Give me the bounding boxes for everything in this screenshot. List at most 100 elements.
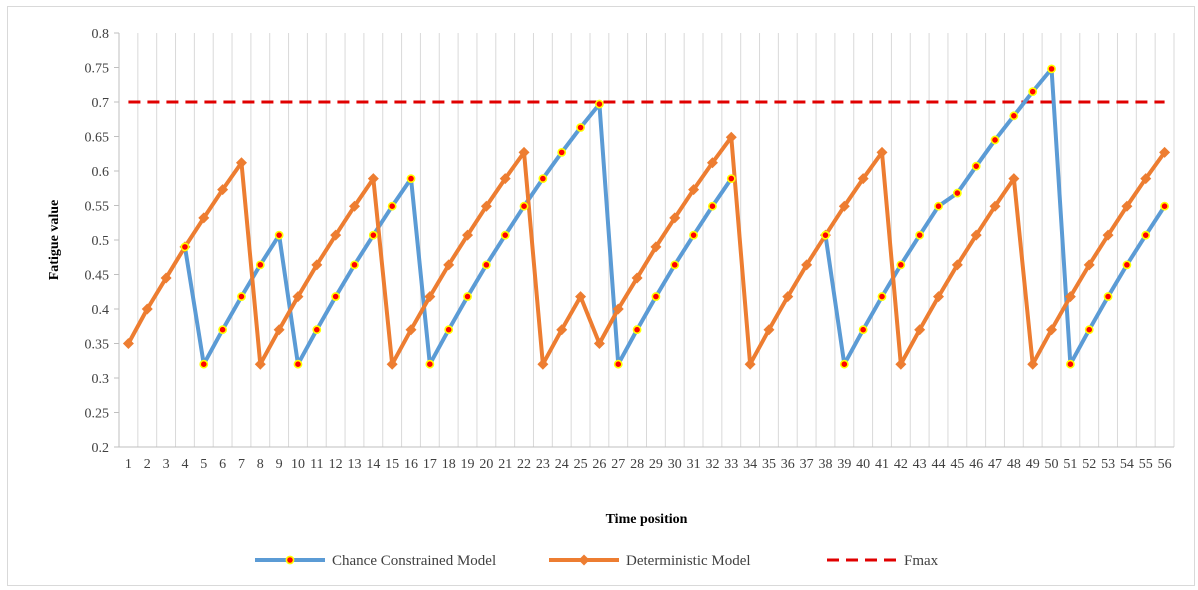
- x-tick-label: 44: [932, 457, 946, 472]
- point-chance-constrained: [934, 201, 943, 211]
- x-tick-label: 15: [385, 457, 399, 472]
- x-tick-label: 48: [1007, 457, 1021, 472]
- x-tick-label: 12: [329, 457, 343, 472]
- x-tick-label: 49: [1026, 457, 1040, 472]
- point-deterministic: [480, 200, 492, 212]
- point-deterministic: [254, 358, 266, 370]
- y-tick-label: 0.75: [85, 62, 110, 77]
- x-tick-label: 38: [818, 457, 832, 472]
- point-chance-constrained: [1084, 325, 1094, 335]
- x-tick-label: 45: [950, 457, 964, 472]
- legend: Chance Constrained Model Deterministic Mo…: [255, 553, 939, 569]
- x-tick-label: 47: [988, 457, 1002, 472]
- x-tick-label: 14: [366, 457, 380, 472]
- point-chance-constrained: [331, 292, 341, 301]
- point-deterministic: [330, 229, 342, 241]
- point-deterministic: [311, 259, 323, 271]
- point-chance-constrained: [1009, 111, 1019, 121]
- x-axis-title: Time position: [606, 512, 688, 527]
- point-deterministic: [292, 291, 304, 303]
- point-deterministic: [273, 324, 285, 336]
- point-deterministic: [556, 324, 568, 336]
- point-deterministic: [235, 157, 247, 169]
- x-tick-label: 21: [498, 457, 512, 472]
- point-chance-constrained: [971, 161, 981, 171]
- point-chance-constrained: [218, 325, 228, 335]
- point-chance-constrained: [613, 359, 623, 369]
- point-chance-constrained: [425, 359, 435, 369]
- x-tick-label: 23: [536, 457, 550, 472]
- point-deterministic: [443, 259, 455, 271]
- point-chance-constrained: [689, 230, 698, 240]
- x-tick-label: 34: [743, 457, 757, 472]
- point-chance-constrained: [1141, 230, 1151, 240]
- x-tick-label: 50: [1045, 457, 1059, 472]
- point-chance-constrained: [557, 147, 567, 157]
- point-deterministic: [763, 324, 775, 336]
- point-chance-constrained: [1028, 87, 1038, 97]
- point-deterministic: [1159, 146, 1171, 158]
- x-tick-label: 36: [781, 457, 795, 472]
- x-tick-label: 33: [724, 457, 738, 472]
- y-tick-label: 0.8: [92, 27, 110, 42]
- point-chance-constrained: [444, 325, 454, 335]
- point-chance-constrained: [839, 359, 849, 369]
- y-tick-label: 0.35: [85, 338, 110, 353]
- point-chance-constrained: [237, 292, 246, 301]
- point-deterministic: [895, 358, 907, 370]
- point-deterministic: [688, 184, 700, 196]
- x-tick-label: 43: [913, 457, 927, 472]
- point-deterministic: [706, 157, 718, 169]
- point-deterministic: [348, 200, 360, 212]
- point-deterministic: [386, 358, 398, 370]
- axis-layer: 0.2 0.25 0.3 0.35 0.4 0.45 0.5 0.55 0.6 0.65 0.7 0.…: [85, 27, 1174, 472]
- point-deterministic: [933, 291, 945, 303]
- point-chance-constrained: [1103, 292, 1113, 301]
- x-tick-label: 52: [1082, 457, 1096, 472]
- y-tick-label: 0.2: [92, 441, 110, 456]
- point-chance-constrained: [1065, 359, 1075, 369]
- point-chance-constrained: [858, 325, 868, 335]
- x-tick-label: 1: [125, 457, 132, 472]
- x-tick-label: 37: [800, 457, 814, 472]
- point-deterministic: [405, 324, 417, 336]
- legend-marker-chance-constrained: [285, 555, 295, 565]
- y-tick-label: 0.65: [85, 131, 110, 146]
- x-tick-label: 16: [404, 457, 418, 472]
- point-deterministic: [631, 272, 643, 284]
- point-chance-constrained: [915, 230, 925, 240]
- point-deterministic: [424, 291, 436, 303]
- point-deterministic: [744, 358, 756, 370]
- point-chance-constrained: [726, 174, 736, 183]
- point-deterministic: [782, 291, 794, 303]
- point-chance-constrained: [180, 242, 190, 252]
- legend-label-chance-constrained: Chance Constrained Model: [332, 553, 496, 569]
- point-deterministic: [1008, 173, 1020, 185]
- point-deterministic: [989, 200, 1001, 212]
- point-deterministic: [951, 259, 963, 271]
- point-chance-constrained: [1122, 260, 1132, 270]
- x-tick-label: 27: [611, 457, 625, 472]
- point-chance-constrained: [538, 174, 548, 183]
- point-deterministic: [1064, 291, 1076, 303]
- point-deterministic: [160, 272, 172, 284]
- x-tick-label: 4: [181, 457, 188, 472]
- point-chance-constrained: [576, 123, 585, 132]
- x-tick-label: 3: [163, 457, 170, 472]
- point-chance-constrained: [387, 201, 397, 211]
- x-tick-label: 30: [668, 457, 682, 472]
- x-tick-label: 6: [219, 457, 226, 472]
- point-deterministic: [1121, 200, 1133, 212]
- series-layer: [122, 64, 1171, 370]
- y-tick-label: 0.7: [92, 96, 110, 111]
- point-deterministic: [217, 184, 229, 196]
- x-tick-label: 42: [894, 457, 908, 472]
- point-deterministic: [462, 229, 474, 241]
- x-tick-label: 31: [687, 457, 701, 472]
- point-deterministic: [1102, 229, 1114, 241]
- point-deterministic: [593, 338, 605, 349]
- point-chance-constrained: [199, 359, 209, 369]
- point-deterministic: [650, 241, 662, 253]
- x-tick-label: 24: [555, 457, 569, 472]
- point-deterministic: [669, 212, 681, 224]
